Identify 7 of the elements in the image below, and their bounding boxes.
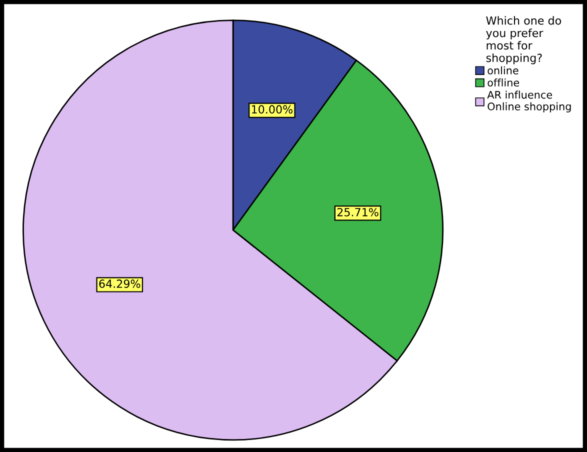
legend-label: AR influence Online shopping [487,90,571,112]
legend-title: Which one do you prefer most for shopping? [486,16,562,64]
legend-label: online [488,66,518,74]
legend-label: offline [488,78,520,87]
data-label: 64.29% [99,280,140,288]
data-label: 10.00% [252,105,293,114]
data-label: 25.71% [337,208,378,216]
